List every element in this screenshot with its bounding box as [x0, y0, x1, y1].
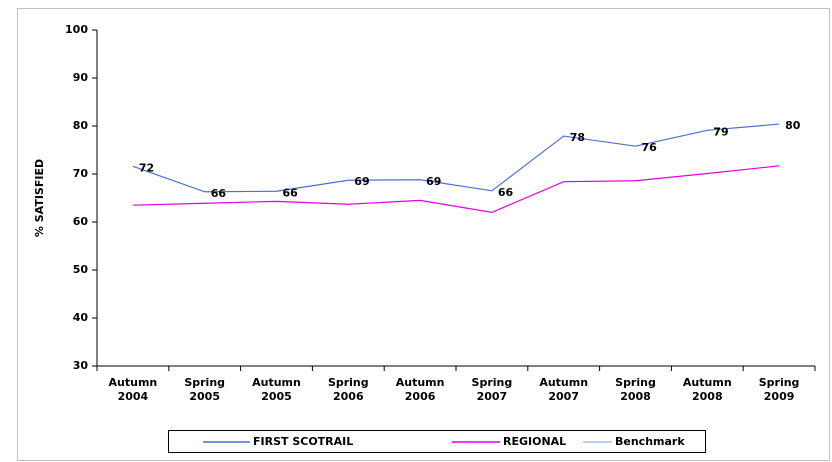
x-tick-label: Spring 2005 — [184, 376, 226, 403]
legend-label: REGIONAL — [503, 435, 566, 448]
data-label: 79 — [713, 125, 728, 138]
x-tick-label: Autumn 2004 — [108, 376, 158, 403]
x-tick-label: Autumn 2005 — [252, 376, 301, 403]
data-label: 66 — [211, 187, 227, 200]
y-tick-label: 60 — [73, 215, 89, 228]
data-label: 76 — [642, 141, 658, 154]
frame — [17, 8, 830, 461]
x-tick-label: Spring 2009 — [758, 376, 800, 403]
legend-label: Benchmark — [615, 435, 685, 448]
y-tick-label: 70 — [73, 167, 89, 180]
series-line — [132, 123, 780, 193]
x-tick-label: Spring 2007 — [471, 376, 513, 403]
x-tick-label: Autumn 2008 — [682, 376, 732, 403]
y-tick-label: 40 — [73, 311, 89, 324]
data-label: 72 — [139, 161, 154, 174]
data-label: 78 — [570, 131, 585, 144]
data-label: 80 — [785, 119, 801, 132]
x-tick-label: Autumn 2006 — [395, 376, 445, 403]
y-tick-label: 30 — [73, 359, 89, 372]
data-label: 66 — [283, 186, 299, 199]
data-label: 69 — [426, 175, 441, 188]
y-tick-label: 100 — [65, 23, 88, 36]
y-tick-label: 80 — [73, 119, 89, 132]
data-label: 69 — [354, 175, 369, 188]
x-tick-label: Autumn 2007 — [539, 376, 589, 403]
y-tick-label: 90 — [73, 71, 89, 84]
data-label: 66 — [498, 186, 514, 199]
legend-box — [168, 430, 706, 453]
y-axis-title: % SATISFIED — [33, 159, 46, 237]
series-line — [132, 165, 780, 214]
x-tick-label: Spring 2006 — [327, 376, 369, 403]
x-tick-label: Spring 2008 — [615, 376, 656, 403]
legend-label: FIRST SCOTRAIL — [253, 435, 353, 448]
y-tick-label: 50 — [73, 263, 89, 276]
